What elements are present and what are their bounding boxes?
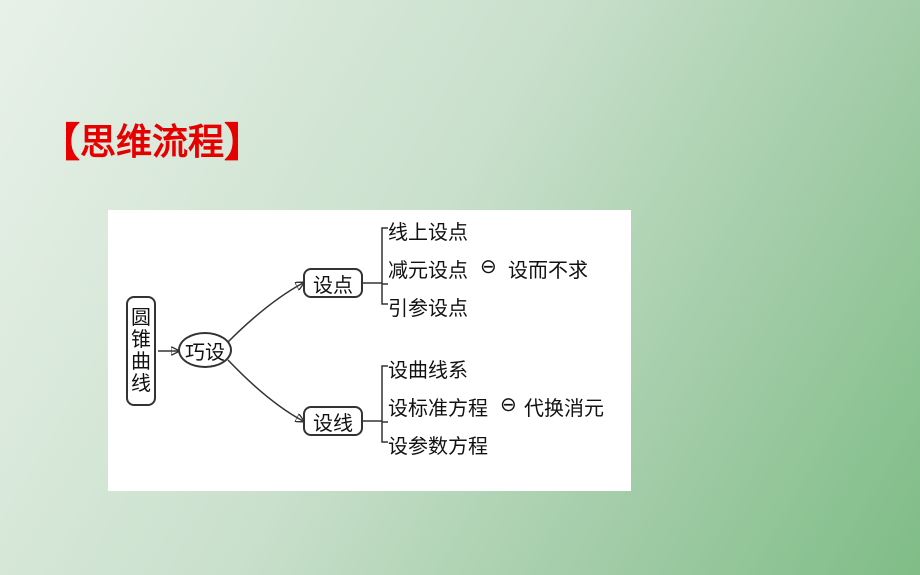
leaf-bottom-1: 设曲线系 (388, 354, 468, 383)
leaf-bottom-3: 设参数方程 (388, 430, 488, 459)
hub-label: 巧设 (185, 336, 225, 365)
side-sep-top: ⊖ (480, 254, 497, 279)
side-sep-bottom: ⊖ (500, 392, 517, 417)
branch-top-node: 设点 (303, 268, 363, 298)
branch-top-label: 设点 (313, 269, 353, 298)
hub-node: 巧设 (178, 332, 232, 368)
leaf-top-3: 引参设点 (388, 292, 468, 321)
root-char-2: 锥 (131, 329, 151, 351)
root-node: 圆 锥 曲 线 (126, 296, 156, 406)
diagram-panel: 圆 锥 曲 线 巧设 设点 设线 线上设点 减元设点 引参设点 ⊖ 设而不求 设… (108, 210, 631, 491)
side-label-bottom: 代换消元 (524, 392, 604, 421)
branch-bottom-node: 设线 (303, 406, 363, 436)
side-label-top: 设而不求 (508, 254, 588, 283)
leaf-top-1: 线上设点 (388, 216, 468, 245)
root-char-4: 线 (131, 373, 151, 395)
bracket-open: 【 (40, 110, 80, 168)
branch-bottom-label: 设线 (313, 407, 353, 436)
leaf-top-2: 减元设点 (388, 254, 468, 283)
heading-title: 思维流程 (80, 113, 224, 165)
root-char-3: 曲 (131, 351, 151, 373)
leaf-bottom-2: 设标准方程 (388, 392, 488, 421)
heading: 【 思维流程 】 (40, 110, 264, 168)
root-char-1: 圆 (131, 307, 151, 329)
bracket-close: 】 (224, 110, 264, 168)
